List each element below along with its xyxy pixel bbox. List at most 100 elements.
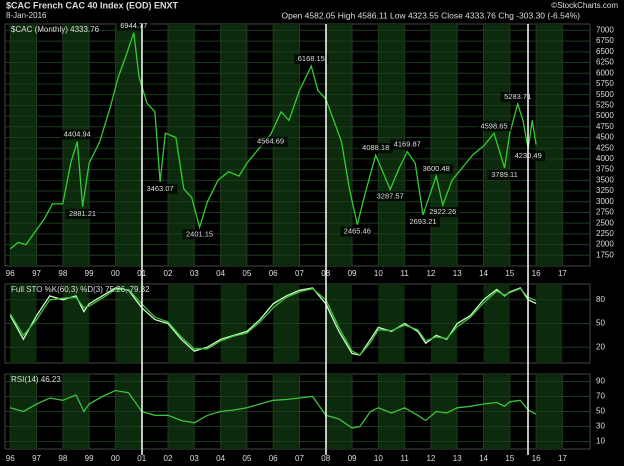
y-tick-label: 5250 <box>596 100 614 109</box>
annotation-label: 2922.26 <box>429 207 456 216</box>
y-tick-label: 2000 <box>596 240 614 249</box>
x-tick-label: 17 <box>558 454 567 463</box>
x-tick-label: 13 <box>453 269 462 278</box>
annotation-label: 4404.94 <box>64 130 91 139</box>
y-tick-label: 4000 <box>596 154 614 163</box>
x-tick-label: 12 <box>426 454 435 463</box>
x-tick-label: 15 <box>505 454 514 463</box>
x-tick-label: 96 <box>6 454 15 463</box>
y-tick-label: 5000 <box>596 111 614 120</box>
x-tick-label: 97 <box>32 454 41 463</box>
annotation-box <box>60 129 95 140</box>
annotation-label: 2465.46 <box>344 227 371 236</box>
x-tick-label: 01 <box>137 454 146 463</box>
chart-title: $CAC French CAC 40 Index (EOD) ENXT <box>6 0 179 10</box>
x-tick-label: 10 <box>374 269 383 278</box>
y-tick-label: 6750 <box>596 36 614 45</box>
y-tick-label: 2750 <box>596 208 614 217</box>
y-tick-label: 2500 <box>596 218 614 227</box>
annotation-label: 4598.65 <box>480 121 507 130</box>
y-tick-label: 3000 <box>596 197 614 206</box>
panel-label: $CAC (Monthly) 4333.76 <box>11 25 100 34</box>
y-tick-label: 4250 <box>596 143 614 152</box>
annotation-box <box>390 139 425 150</box>
x-tick-label: 05 <box>242 454 251 463</box>
annotation-box <box>406 216 441 227</box>
year-band <box>536 24 563 266</box>
y-tick-label: 50 <box>596 319 605 328</box>
annotation-label: 3789.11 <box>491 170 518 179</box>
annotation-box <box>116 20 151 31</box>
annotation-label: 5283.71 <box>504 92 531 101</box>
annotation-label: 2401.15 <box>186 229 213 238</box>
annotation-label: 3287.57 <box>377 191 404 200</box>
x-tick-label: 04 <box>216 454 225 463</box>
date: 8-Jan-2016 <box>6 11 47 20</box>
y-tick-label: 3750 <box>596 165 614 174</box>
year-band <box>10 24 37 266</box>
x-tick-label: 14 <box>479 454 488 463</box>
x-tick-label: 16 <box>532 454 541 463</box>
annotation-label: 2693.21 <box>409 217 436 226</box>
annotation-label: 4169.87 <box>394 140 421 149</box>
y-tick-label: 4750 <box>596 122 614 131</box>
x-tick-label: 13 <box>453 454 462 463</box>
year-band <box>483 24 510 266</box>
x-tick-label: 05 <box>242 269 251 278</box>
y-tick-label: 10 <box>596 437 605 446</box>
x-tick-label: 11 <box>400 269 409 278</box>
annotation-box <box>500 91 535 102</box>
year-band <box>325 24 353 266</box>
y-tick-label: 7000 <box>596 26 614 35</box>
y-tick-label: 5500 <box>596 90 614 99</box>
y-tick-label: 80 <box>596 295 605 304</box>
annotation-box <box>487 169 522 180</box>
y-tick-label: 1750 <box>596 250 614 259</box>
panel-label: Full STO %K(60,3) %D(3) 75.26, 79.32 <box>11 285 150 294</box>
year-band <box>220 24 247 266</box>
x-tick-label: 96 <box>6 269 15 278</box>
series-line <box>9 32 537 250</box>
x-tick-label: 07 <box>295 454 304 463</box>
annotation-label: 2881.21 <box>69 209 96 218</box>
x-tick-label: 98 <box>58 269 67 278</box>
x-tick-label: 02 <box>164 269 173 278</box>
annotation-box <box>143 183 178 194</box>
year-band <box>115 24 142 266</box>
annotation-box <box>65 208 100 219</box>
y-tick-label: 4500 <box>596 133 614 142</box>
y-tick-label: 70 <box>596 392 605 401</box>
x-tick-label: 08 <box>321 454 330 463</box>
annotation-label: 6944.77 <box>120 21 147 30</box>
y-tick-label: 90 <box>596 377 605 386</box>
x-tick-label: 12 <box>426 269 435 278</box>
annotation-box <box>358 143 393 154</box>
credit: ©StockCharts.com <box>551 1 618 10</box>
x-tick-label: 09 <box>348 269 357 278</box>
annotation-box <box>294 54 329 65</box>
annotation-box <box>419 164 454 175</box>
annotation-label: 4564.69 <box>257 137 284 146</box>
x-tick-label: 98 <box>58 454 67 463</box>
x-tick-label: 10 <box>374 454 383 463</box>
annotation-label: 3463.07 <box>147 184 174 193</box>
annotation-label: 6168.15 <box>298 54 325 63</box>
y-tick-label: 5750 <box>596 79 614 88</box>
annotation-box <box>182 229 217 240</box>
y-tick-label: 20 <box>596 342 605 351</box>
annotation-box <box>425 207 460 218</box>
year-band <box>430 24 458 266</box>
series-line <box>9 287 537 356</box>
x-tick-label: 00 <box>111 269 120 278</box>
year-band <box>168 24 195 266</box>
x-tick-label: 16 <box>532 269 541 278</box>
y-tick-label: 2250 <box>596 229 614 238</box>
y-tick-label: 6000 <box>596 68 614 77</box>
quote: Open 4582.05 High 4586.11 Low 4323.55 Cl… <box>281 10 580 20</box>
annotation-label: 3600.48 <box>423 164 450 173</box>
annotation-box <box>340 226 375 237</box>
x-tick-label: 00 <box>111 454 120 463</box>
x-tick-label: 06 <box>269 454 278 463</box>
panel-label: RSI(14) 46.23 <box>11 375 61 384</box>
